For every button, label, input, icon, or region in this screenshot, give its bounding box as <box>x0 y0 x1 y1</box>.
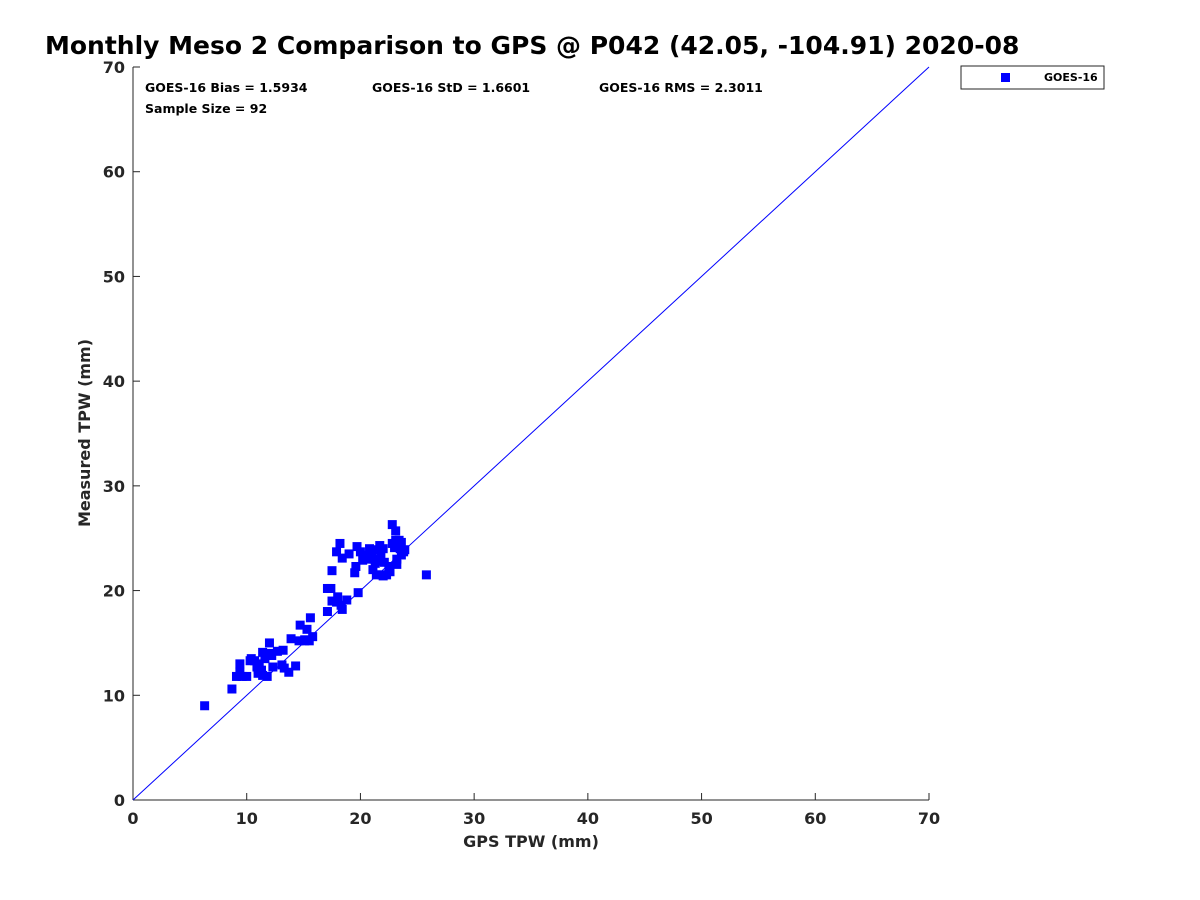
data-point <box>344 549 354 559</box>
data-point <box>333 592 343 602</box>
data-point <box>258 670 268 680</box>
y-tick-label: 0 <box>114 791 125 810</box>
y-tick-label: 20 <box>103 582 125 601</box>
legend: GOES-16 <box>960 65 1105 90</box>
data-point <box>200 701 210 711</box>
data-point <box>352 542 362 552</box>
chart-title: Monthly Meso 2 Comparison to GPS @ P042 … <box>45 31 1019 60</box>
data-point <box>286 634 296 644</box>
legend-marker-goes16 <box>1001 73 1010 82</box>
data-point <box>332 547 342 557</box>
data-point <box>302 624 312 634</box>
data-point <box>365 544 375 554</box>
data-point <box>294 636 304 646</box>
y-tick-label: 70 <box>103 58 125 77</box>
data-point <box>374 556 384 566</box>
legend-label-goes16: GOES-16 <box>1044 71 1098 84</box>
x-axis-label: GPS TPW (mm) <box>463 832 599 851</box>
x-tick-label: 50 <box>690 809 712 828</box>
data-point <box>384 561 394 571</box>
data-point <box>337 604 347 614</box>
one-to-one-reference-line <box>132 66 930 801</box>
data-point <box>378 571 388 581</box>
data-point <box>335 538 345 548</box>
data-point <box>250 656 260 666</box>
y-tick-label: 60 <box>103 163 125 182</box>
x-tick-label: 40 <box>577 809 599 828</box>
data-point <box>327 596 337 606</box>
data-point <box>387 520 397 530</box>
data-point <box>350 568 360 578</box>
data-point <box>264 638 274 648</box>
data-point <box>391 526 401 536</box>
std-annotation: GOES-16 StD = 1.6601 <box>372 80 530 95</box>
data-point <box>376 549 386 559</box>
data-point <box>400 545 410 555</box>
data-point <box>268 662 278 672</box>
rms-annotation: GOES-16 RMS = 2.3011 <box>599 80 763 95</box>
data-point <box>284 667 294 677</box>
data-point <box>379 557 389 567</box>
data-point <box>392 554 402 564</box>
legend-box <box>960 65 1105 90</box>
data-point <box>322 607 332 617</box>
data-point <box>305 613 315 623</box>
data-point <box>362 554 372 564</box>
data-point <box>371 570 381 580</box>
data-point <box>421 570 431 580</box>
data-point <box>227 684 237 694</box>
data-point <box>300 635 310 645</box>
data-point <box>367 549 377 559</box>
data-point <box>368 565 378 575</box>
y-tick-label: 40 <box>103 372 125 391</box>
data-point <box>378 544 388 554</box>
y-axis-ticks: 0 10 20 30 40 50 60 70 <box>103 58 140 810</box>
data-point <box>278 645 288 655</box>
y-axis-label: Measured TPW (mm) <box>75 339 94 527</box>
data-point <box>254 659 264 669</box>
data-point <box>326 583 336 593</box>
x-tick-label: 0 <box>127 809 138 828</box>
data-point <box>237 671 247 681</box>
data-point <box>308 632 318 642</box>
y-tick-label: 50 <box>103 267 125 286</box>
data-point <box>291 661 301 671</box>
x-tick-label: 70 <box>918 809 940 828</box>
data-point <box>392 559 402 569</box>
data-point <box>266 648 276 658</box>
data-point <box>385 567 395 577</box>
data-point <box>262 671 272 681</box>
data-point <box>396 537 406 547</box>
data-point <box>351 561 361 571</box>
data-point <box>342 595 352 605</box>
x-tick-label: 30 <box>463 809 485 828</box>
data-point <box>353 588 363 598</box>
bias-annotation: GOES-16 Bias = 1.5934 <box>145 80 308 95</box>
data-point <box>337 553 347 563</box>
x-tick-label: 60 <box>804 809 826 828</box>
data-point <box>260 654 270 664</box>
x-tick-label: 10 <box>236 809 258 828</box>
data-point <box>242 671 252 681</box>
y-tick-label: 30 <box>103 477 125 496</box>
y-tick-label: 10 <box>103 686 125 705</box>
plot-area: 0 10 20 30 40 50 60 70 0 10 20 30 40 50 60 70 <box>103 58 940 828</box>
data-point <box>358 555 368 565</box>
data-point <box>332 597 342 607</box>
x-axis-ticks: 0 10 20 30 40 50 60 70 <box>127 793 940 828</box>
data-point <box>295 620 305 630</box>
x-tick-label: 20 <box>349 809 371 828</box>
data-point <box>258 647 268 657</box>
data-point <box>245 656 255 666</box>
data-point <box>272 646 282 656</box>
sample-size-annotation: Sample Size = 92 <box>145 101 267 116</box>
data-point <box>253 664 263 674</box>
data-point <box>355 547 365 557</box>
data-point <box>327 566 337 576</box>
data-points <box>200 520 431 711</box>
data-point <box>279 663 289 673</box>
data-point <box>235 659 245 669</box>
